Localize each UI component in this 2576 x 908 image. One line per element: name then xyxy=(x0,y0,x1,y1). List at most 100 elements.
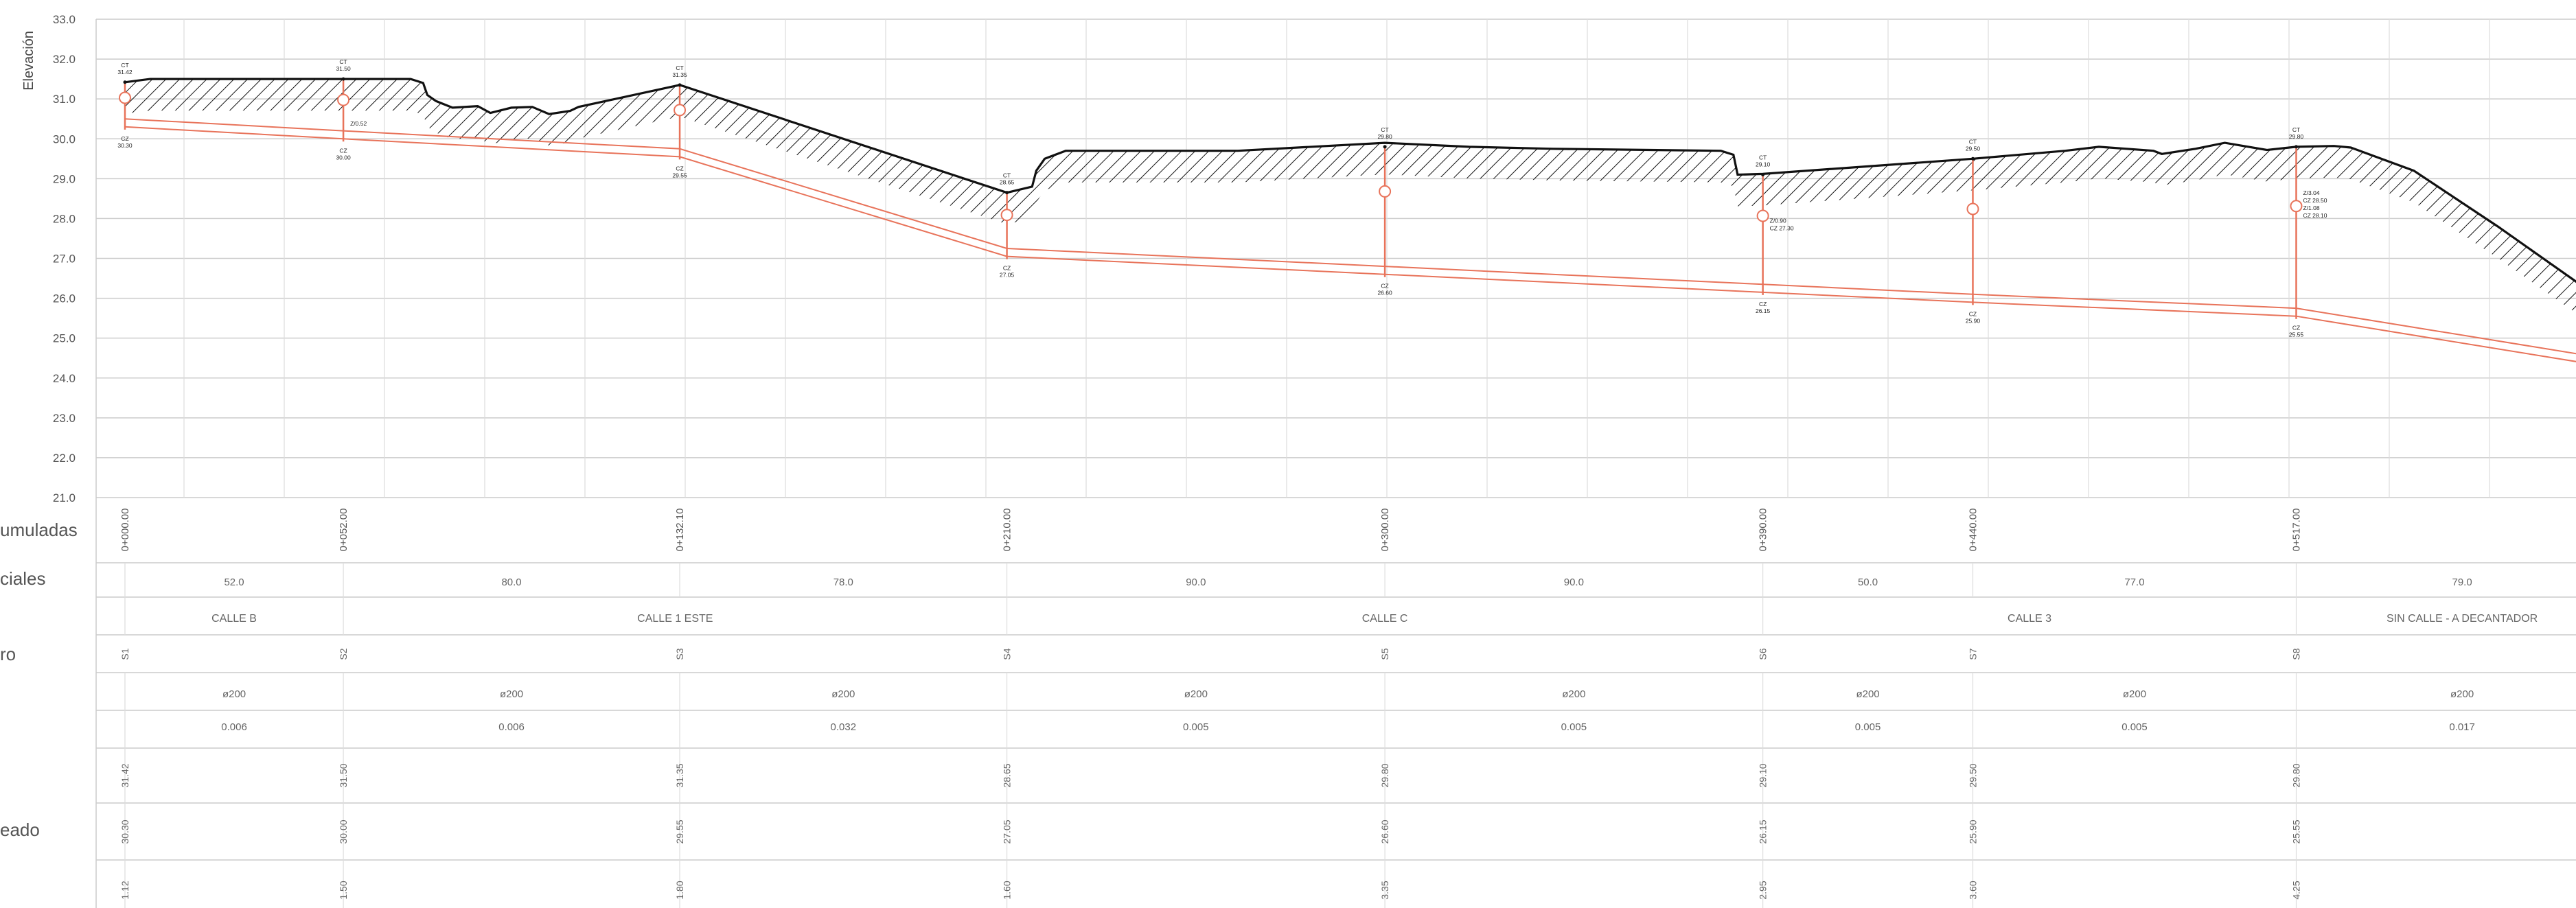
ct-label: CT xyxy=(1969,138,1977,145)
terrain-level: 31.42 xyxy=(119,763,130,787)
station-label: 0+052.00 xyxy=(338,509,349,552)
ct-value: 29.80 xyxy=(2289,133,2304,140)
invert-level: 26.60 xyxy=(1379,819,1390,843)
y-tick-label: 30.0 xyxy=(53,132,76,145)
ct-value: 28.65 xyxy=(1000,179,1015,186)
y-tick-label: 32.0 xyxy=(53,53,76,66)
terrain-point xyxy=(678,83,682,87)
manhole-marker-icon xyxy=(1966,202,1979,216)
station-label: 0+132.10 xyxy=(674,509,686,552)
manhole-marker-icon xyxy=(1756,209,1769,222)
cz-value: 30.00 xyxy=(336,154,351,161)
terrain-level: 29.80 xyxy=(1379,763,1390,787)
pipe-diameter: ø200 xyxy=(222,688,246,700)
y-tick-label: 25.0 xyxy=(53,332,76,345)
terrain-point xyxy=(1383,145,1387,149)
invert-level: 30.00 xyxy=(338,819,349,843)
manhole-marker-icon xyxy=(674,104,687,117)
ct-value: 31.50 xyxy=(336,65,351,72)
drop-note: Z/0.52 xyxy=(350,120,367,127)
cz-label: CZ xyxy=(1381,283,1388,290)
y-tick-label: 21.0 xyxy=(53,491,76,504)
pipe-slope: 0.005 xyxy=(2121,721,2148,733)
invert-level: 30.30 xyxy=(119,819,130,843)
cz-label: CZ xyxy=(1759,301,1767,307)
ground-line xyxy=(124,78,2576,283)
pipe-diameter: ø200 xyxy=(1562,688,1585,700)
cz-value: 29.55 xyxy=(672,172,687,178)
ct-label: CT xyxy=(121,62,128,69)
manhole-number: S6 xyxy=(1758,648,1769,660)
manhole-marker-icon xyxy=(2290,200,2303,213)
pipe-diameter: ø200 xyxy=(2123,688,2146,700)
row-label-excavado: eado xyxy=(0,819,40,840)
manhole-marker-icon xyxy=(337,93,350,106)
terrain-point xyxy=(123,80,127,84)
manhole-number: S8 xyxy=(2290,648,2301,660)
station-label: 0+210.00 xyxy=(1002,509,1013,552)
cz-label: CZ xyxy=(1969,310,1977,317)
y-tick-label: 31.0 xyxy=(53,93,76,106)
y-tick-label: 29.0 xyxy=(53,172,76,185)
row-label-acumuladas: umuladas xyxy=(0,520,78,540)
excavation-depth: 3.35 xyxy=(1379,881,1390,899)
excavation-depth: 2.95 xyxy=(1758,881,1769,899)
station-label: 0+440.00 xyxy=(1967,509,1979,552)
pipe-diameter: ø200 xyxy=(500,688,523,700)
partial-distance: 77.0 xyxy=(2124,577,2144,588)
partial-distance: 78.0 xyxy=(833,577,853,588)
station-label: 0+300.00 xyxy=(1379,509,1391,552)
terrain-point xyxy=(1970,156,1975,161)
station-label: 0+390.00 xyxy=(1758,509,1769,552)
cz-label: CZ xyxy=(339,147,347,154)
street-name: CALLE 3 xyxy=(2008,613,2051,625)
invert-level: 27.05 xyxy=(1002,819,1013,843)
terrain-level: 29.80 xyxy=(2290,763,2301,787)
drop-note: Z/0.90 xyxy=(1770,218,1786,224)
excavation-depth: 3.60 xyxy=(1967,881,1978,899)
elevation-axis: Elevación 33.0 32.0 31.0 30.0 29.0 28.0 27.0 26… xyxy=(21,13,76,504)
terrain-level: 29.10 xyxy=(1758,763,1769,787)
profile-grid xyxy=(95,19,2576,908)
terrain-point xyxy=(2294,145,2298,149)
partial-distance: 52.0 xyxy=(224,577,244,588)
row-label-numero: ro xyxy=(0,644,16,664)
data-table: umuladas ciales ro eado 0+000.00 0+052.00 0+13… xyxy=(0,509,2576,908)
invert-level: 25.90 xyxy=(1967,819,1978,843)
terrain-point xyxy=(1005,191,1009,195)
y-tick-label: 33.0 xyxy=(53,13,76,26)
pipe-diameter: ø200 xyxy=(1184,688,1208,700)
ct-value: 31.42 xyxy=(117,69,133,75)
terrain-level: 28.65 xyxy=(1002,763,1013,787)
manhole-marker-icon xyxy=(119,91,131,104)
ct-label: CT xyxy=(339,58,347,65)
manhole-marker-icon xyxy=(1000,209,1013,222)
ground-hatch-band xyxy=(125,79,2576,314)
cz-value: 27.05 xyxy=(1000,272,1015,279)
drop-note: Z/1.08 xyxy=(2303,205,2319,211)
street-name: CALLE B xyxy=(211,613,257,625)
street-name: CALLE 1 ESTE xyxy=(637,613,713,625)
manhole-number: S4 xyxy=(1002,648,1013,660)
cz-label: CZ xyxy=(676,165,683,172)
pipe-slope: 0.005 xyxy=(1561,721,1587,733)
manholes: CT31.42CZ30.30CT31.50CZ30.00Z/0.52CT31.3… xyxy=(117,58,2327,338)
pipe-diameter: ø200 xyxy=(2450,688,2474,700)
terrain-point xyxy=(341,77,345,81)
pipe-diameter: ø200 xyxy=(831,688,855,700)
excavation-depth: 1.60 xyxy=(1002,881,1013,899)
ground-hatching xyxy=(125,79,2576,314)
invert-level: 29.55 xyxy=(674,819,685,843)
cz-label: CZ xyxy=(1003,265,1011,272)
pipe-slope: 0.032 xyxy=(831,721,857,733)
cz-label: CZ xyxy=(121,135,128,142)
cz-value: 25.90 xyxy=(1966,317,1981,324)
partial-distance: 50.0 xyxy=(1858,577,1878,588)
elevation-axis-title: Elevación xyxy=(21,31,36,91)
terrain-level: 31.35 xyxy=(674,763,685,787)
